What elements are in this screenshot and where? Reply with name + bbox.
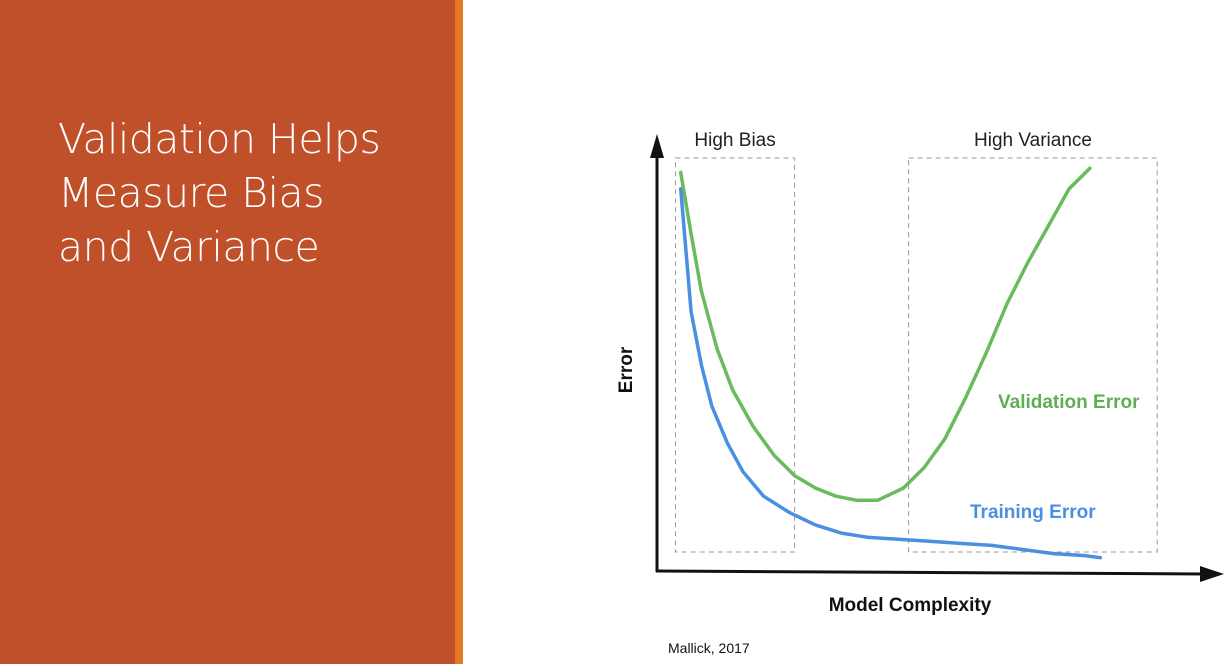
slide-title-line-2: Measure Bias <box>58 169 325 217</box>
accent-bar <box>455 0 463 664</box>
high-variance-label: High Variance <box>974 130 1092 151</box>
training-error-curve <box>678 186 1103 560</box>
title-panel <box>0 0 455 664</box>
x-axis-line <box>655 569 1205 576</box>
slide-title-line-1: Validation Helps <box>58 115 381 163</box>
bias-variance-chart: High Bias High Variance Error Model Comp… <box>616 130 1224 616</box>
validation-error-label: Validation Error <box>998 392 1140 413</box>
validation-error-curve <box>678 166 1092 503</box>
high-variance-region <box>908 157 1158 553</box>
y-axis-label: Error <box>616 346 637 393</box>
citation: Mallick, 2017 <box>668 640 750 656</box>
x-axis-label: Model Complexity <box>829 595 992 616</box>
slide-title: Validation Helps Measure Bias and Varian… <box>58 112 438 274</box>
training-error-label: Training Error <box>970 502 1096 523</box>
high-bias-region <box>675 157 796 553</box>
x-axis-arrow <box>1200 566 1224 582</box>
high-bias-label: High Bias <box>694 130 775 151</box>
y-axis-arrow <box>650 134 664 158</box>
slide-title-line-3: and Variance <box>58 223 320 271</box>
